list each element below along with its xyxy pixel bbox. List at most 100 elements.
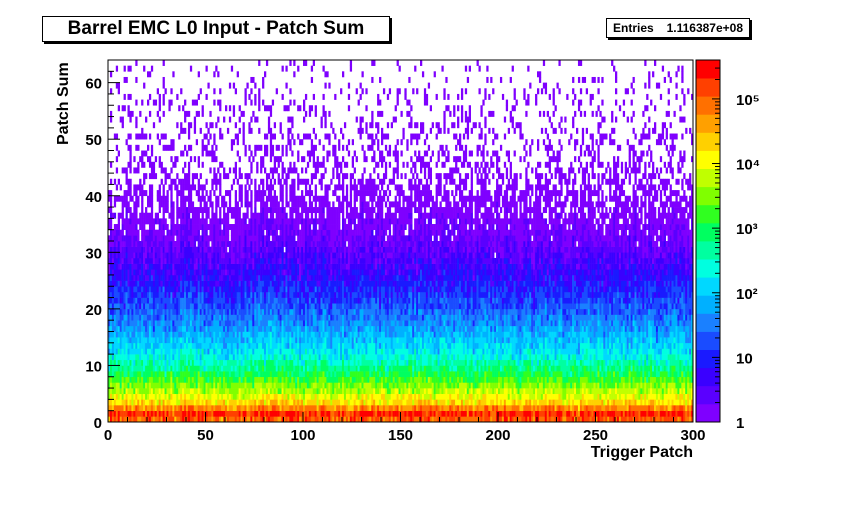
heatmap-cell [125,190,128,197]
heatmap-cell [143,382,146,389]
heatmap-cell [283,291,286,298]
heatmap-cell [219,173,222,180]
heatmap-cell [219,99,222,106]
heatmap-cell [152,274,156,281]
heatmap-cell [162,184,165,191]
heatmap-cell [141,207,144,214]
heatmap-cell [205,399,208,406]
heatmap-cell [291,320,294,327]
heatmap-cell [238,116,241,123]
heatmap-cell [228,116,232,123]
heatmap-cell [143,190,146,197]
heatmap-cell [308,257,312,264]
heatmap-cell [262,291,265,298]
heatmap-cell [160,325,163,332]
heatmap-cell [148,257,152,264]
heatmap-cell [215,399,218,406]
heatmap-cell [186,274,189,281]
heatmap-cell [219,303,222,310]
heatmap-cells [108,60,694,423]
heatmap-cell [230,388,234,395]
heatmap-cell [189,399,193,406]
heatmap-cell [324,314,327,321]
heatmap-cell [271,331,275,338]
heatmap-cell [318,388,321,395]
heatmap-cell [308,263,312,270]
heatmap-cell [213,393,216,400]
heatmap-cell [133,331,136,338]
heatmap-cell [299,105,302,112]
heatmap-cell [158,280,161,287]
heatmap-cell [283,241,286,247]
heatmap-cell [283,320,286,327]
heatmap-cell [108,257,111,264]
heatmap-cell [265,291,269,298]
heatmap-cell [303,331,306,338]
heatmap-cell [221,303,224,310]
heatmap-cell [271,150,275,157]
heatmap-cell [312,280,315,287]
heatmap-cell [109,405,113,411]
heatmap-cell [260,393,263,400]
heatmap-cell [164,207,167,214]
heatmap-cell [133,382,136,389]
heatmap-cell [250,382,253,389]
heatmap-cell [250,195,253,202]
heatmap-cell [207,325,210,332]
heatmap-cell [314,167,317,174]
heatmap-cell [182,331,185,338]
heatmap-cell [170,348,173,355]
heatmap-cell [262,286,265,293]
heatmap-cell [139,320,142,327]
heatmap-cell [147,99,150,106]
heatmap-cell [160,376,163,383]
heatmap-cell [246,257,249,264]
heatmap-cell [250,286,253,293]
heatmap-cell [320,320,323,327]
heatmap-cell [260,342,263,349]
heatmap-cell [250,99,253,106]
heatmap-cell [281,257,284,264]
heatmap-cell [228,82,232,89]
heatmap-cell [158,190,161,197]
heatmap-cell [158,348,161,355]
heatmap-cell [258,337,261,344]
heatmap-cell [285,195,288,202]
heatmap-cell [283,263,286,270]
heatmap-cell [117,405,120,411]
heatmap-cell [178,348,181,355]
heatmap-cell [236,416,239,423]
heatmap-cell [283,410,286,417]
heatmap-cell [279,263,282,270]
heatmap-cell [308,274,312,281]
heatmap-cell [209,291,212,298]
heatmap-cell [304,348,308,355]
heatmap-cell [265,410,269,417]
heatmap-cell [230,207,234,214]
heatmap-cell [260,280,263,287]
heatmap-cell [117,257,120,264]
heatmap-cell [182,246,185,253]
heatmap-cell [129,365,132,372]
heatmap-cell [252,218,255,225]
heatmap-cell [205,416,208,423]
heatmap-cell [248,388,251,395]
heatmap-cell [209,410,212,417]
heatmap-cell [172,280,175,287]
heatmap-cell [221,382,224,389]
heatmap-cell [184,201,187,208]
heatmap-cell [170,212,173,219]
heatmap-cell [223,393,226,400]
heatmap-cell [226,297,230,304]
heatmap-cell [236,331,239,338]
heatmap-cell [123,291,126,298]
heatmap-cell [324,116,327,123]
heatmap-cell [215,144,218,151]
heatmap-cell [267,342,271,349]
heatmap-cell [137,388,140,395]
heatmap-cell [322,376,325,383]
heatmap-cell [141,365,144,372]
heatmap-cell [299,354,302,361]
heatmap-cell [145,257,148,264]
heatmap-cell [232,393,236,400]
